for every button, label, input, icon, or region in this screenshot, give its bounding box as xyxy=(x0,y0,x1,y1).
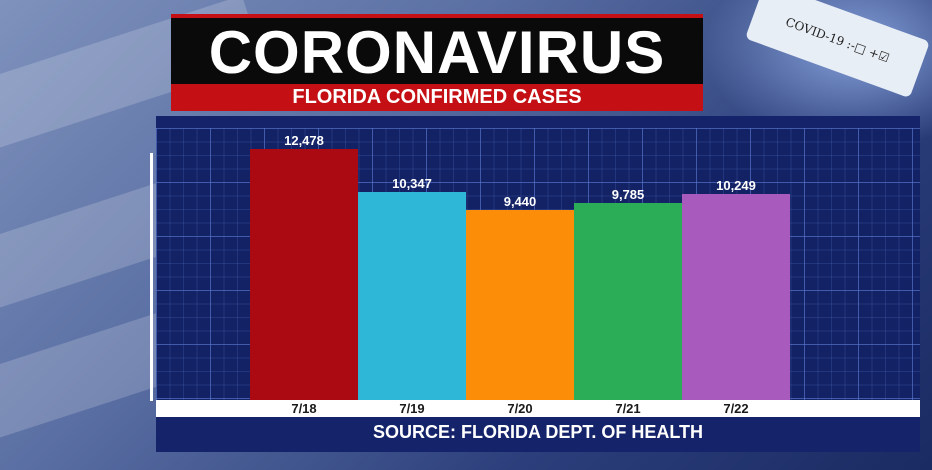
bar-value-label: 9,440 xyxy=(503,194,537,209)
x-axis-strip: 7/18 7/19 7/20 7/21 7/22 xyxy=(156,400,920,417)
source-caption: SOURCE: FLORIDA DEPT. OF HEALTH xyxy=(373,422,703,442)
plot-area: 12,478 10,347 9,440 9,785 10,249 xyxy=(156,128,920,400)
bar-7-22 xyxy=(682,194,790,400)
x-tick-label: 7/20 xyxy=(507,401,533,416)
bar-7-19 xyxy=(358,192,466,400)
bar-7-18 xyxy=(250,149,358,400)
x-tick-label: 7/22 xyxy=(723,401,749,416)
bar-value-label: 9,785 xyxy=(611,187,645,202)
x-tick-label: 7/18 xyxy=(291,401,317,416)
test-tube-label: COVID-19 :-□ +☑ xyxy=(783,14,892,66)
bar-value-label: 10,347 xyxy=(392,176,432,191)
x-tick-label: 7/21 xyxy=(615,401,641,416)
page-subtitle: FLORIDA CONFIRMED CASES xyxy=(292,86,582,108)
page-title: CORONAVIRUS xyxy=(208,19,666,86)
subtitle-banner: FLORIDA CONFIRMED CASES xyxy=(171,84,703,111)
x-tick-label: 7/19 xyxy=(399,401,425,416)
title-banner: CORONAVIRUS xyxy=(171,14,703,88)
chart-panel: 12,478 10,347 9,440 9,785 10,249 7/18 7/19 7/2… xyxy=(156,116,920,452)
bar-7-20 xyxy=(466,210,574,400)
bar-value-label: 10,249 xyxy=(716,178,756,193)
decorative-line xyxy=(150,153,153,401)
bar-7-21 xyxy=(574,203,682,400)
bar-value-label: 12,478 xyxy=(284,133,324,148)
